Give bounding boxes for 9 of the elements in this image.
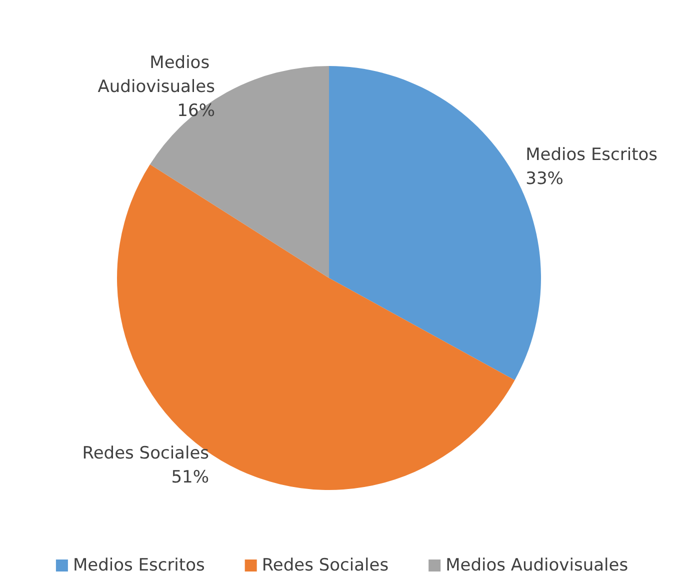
legend-label: Medios Escritos [72,556,205,576]
legend-label: Redes Sociales [262,556,389,576]
data-label: 16% [177,100,215,121]
data-label: 51% [171,468,210,488]
slice-label: Redes Sociales [82,444,210,464]
slice-label: Medios Audiovisuales [98,52,216,97]
data-label: 33% [526,169,564,190]
slice-label: Medios Escritos [526,145,658,166]
legend-label: Medios Audiovisuales [446,556,628,576]
